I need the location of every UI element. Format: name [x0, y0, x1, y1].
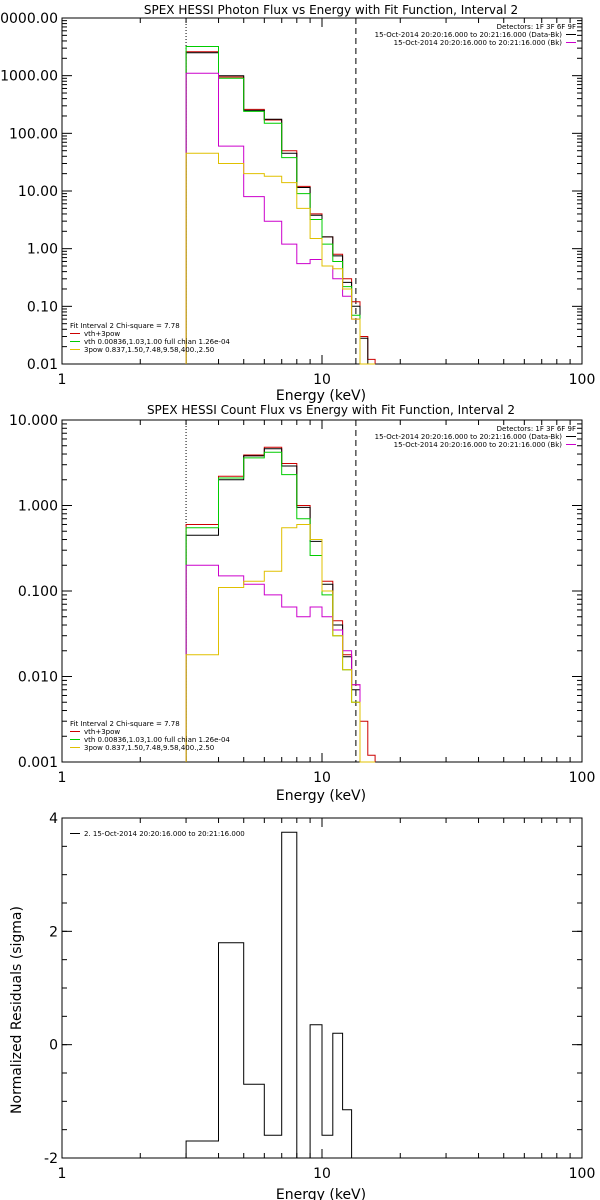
x-tick-label: 1 [58, 1166, 67, 1182]
photon-xlabel: Energy (keV) [276, 388, 366, 404]
y-tick-label: 1.000 [18, 499, 58, 515]
residual-ylabel: Normalized Residuals (sigma) [9, 906, 25, 1114]
y-tick-label: 10.00 [18, 184, 58, 200]
residual-xlabel: Energy (keV) [276, 1187, 366, 1200]
series-bk-line [185, 72, 376, 365]
y-tick-label: 10.000 [9, 413, 58, 429]
x-tick-label: 100 [569, 1166, 596, 1182]
y-tick-label: 2 [49, 924, 58, 940]
series-bk-line [185, 564, 376, 763]
series-data-bk-line [185, 448, 376, 763]
legend-left-entry: 3pow 0.837,1.50,7.48,9.58,400.,2.50 [84, 744, 214, 752]
legend-left-entry: vth+3pow [84, 330, 120, 338]
legend-right-entry: 15-Oct-2014 20:20:16.000 to 20:21:16.000… [394, 39, 563, 47]
photon-flux-title: SPEX HESSI Photon Flux vs Energy with Fi… [144, 3, 518, 17]
legend-left-entry: vth 0.00836,1.03,1.00 full chian 1.26e-0… [84, 338, 230, 346]
legend-fit-header: Fit Interval 2 Chi-square = 7.78 [70, 720, 180, 728]
series-vth-3pow-line [185, 51, 376, 364]
series-2-15-oct-2014-20-20-16-000-to-20-21-16-000-line [185, 831, 353, 1159]
series-vth-3pow-line [185, 446, 376, 762]
y-tick-label: 0.010 [18, 670, 58, 686]
series-3pow-line [185, 152, 376, 365]
x-tick-label: 10 [313, 372, 331, 388]
y-tick-label: 0 [49, 1038, 58, 1054]
legend-left-entry: vth+3pow [84, 728, 120, 736]
x-tick-label: 10 [313, 770, 331, 786]
y-tick-label: 1000.00 [0, 69, 58, 85]
legend-fit-header: Fit Interval 2 Chi-square = 7.78 [70, 322, 180, 330]
x-tick-label: 1 [58, 372, 67, 388]
y-tick-label: 1.00 [27, 242, 58, 258]
legend-left-entry: 3pow 0.837,1.50,7.48,9.58,400.,2.50 [84, 346, 214, 354]
x-tick-label: 100 [569, 372, 596, 388]
y-tick-label: 0.100 [18, 584, 58, 600]
legend-left-entry: vth 0.00836,1.03,1.00 full chian 1.26e-0… [84, 736, 230, 744]
y-tick-label: 10000.00 [0, 11, 58, 27]
legend-detectors: Detectors: 1F 3F 6F 9F [497, 23, 576, 31]
x-tick-label: 1 [58, 770, 67, 786]
count-flux-title: SPEX HESSI Count Flux vs Energy with Fit… [147, 403, 515, 417]
y-tick-label: 0.10 [27, 299, 58, 315]
x-tick-label: 100 [569, 770, 596, 786]
series-data-bk-line [185, 52, 376, 365]
y-tick-label: -2 [44, 1151, 58, 1167]
legend-right-entry: 15-Oct-2014 20:20:16.000 to 20:21:16.000… [375, 31, 563, 39]
y-tick-label: 0.01 [27, 357, 58, 373]
series-3pow-line [185, 524, 376, 763]
series-vth-line [185, 451, 376, 763]
x-tick-label: 10 [313, 1166, 331, 1182]
plot-frame [61, 17, 583, 365]
count-xlabel: Energy (keV) [276, 788, 366, 804]
series-vth-line [185, 46, 376, 365]
legend-detectors: Detectors: 1F 3F 6F 9F [497, 425, 576, 433]
legend-right-entry: 15-Oct-2014 20:20:16.000 to 20:21:16.000… [394, 441, 563, 449]
legend-right-entry: 15-Oct-2014 20:20:16.000 to 20:21:16.000… [375, 433, 563, 441]
y-tick-label: 4 [49, 811, 58, 827]
y-tick-label: 0.001 [18, 755, 58, 771]
legend-left-entry: 2. 15-Oct-2014 20:20:16.000 to 20:21:16.… [84, 830, 245, 838]
y-tick-label: 100.00 [9, 126, 58, 142]
